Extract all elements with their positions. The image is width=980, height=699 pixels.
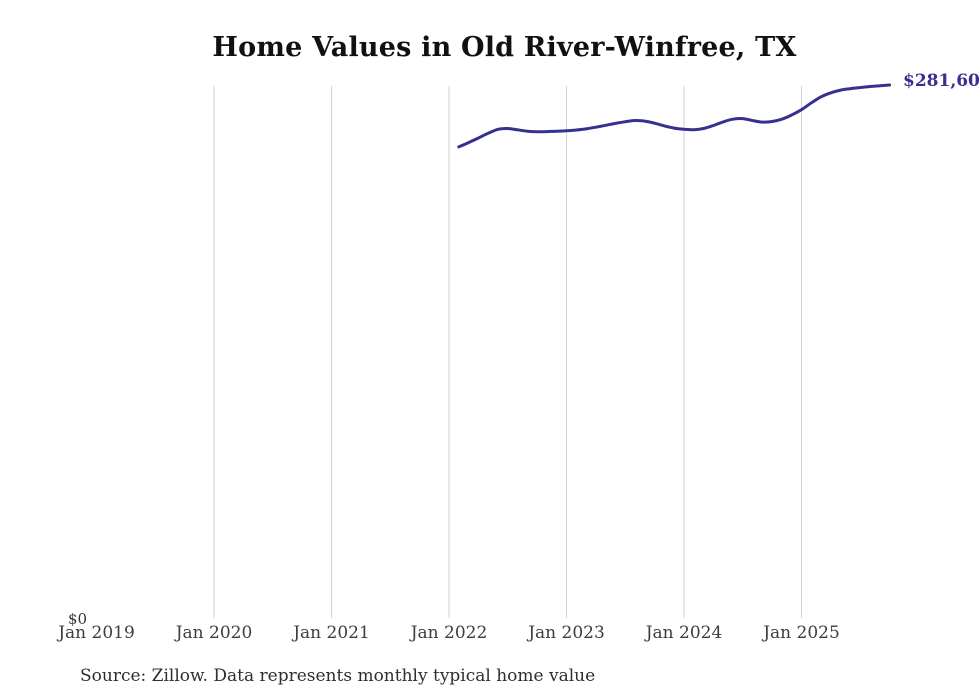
x-axis-label-2022-01: Jan 2022: [410, 623, 488, 643]
x-axis-label-2020-01: Jan 2020: [175, 623, 253, 643]
home-value-line: [457, 83, 892, 149]
x-axis-label-2021-01: Jan 2021: [293, 623, 370, 643]
y-axis-zero-label: $0: [68, 610, 88, 628]
x-axis-label-2019-01: Jan 2019: [58, 623, 135, 643]
x-axis-label-2023-01: Jan 2023: [528, 623, 605, 643]
latest-value-label: $281,607: [903, 71, 980, 91]
chart-title: Home Values in Old River-Winfree, TX: [212, 32, 797, 63]
x-axis-label-2025-01: Jan 2025: [763, 623, 840, 643]
x-axis-label-2024-01: Jan 2024: [645, 623, 723, 643]
source-note: Source: Zillow. Data represents monthly …: [80, 666, 596, 686]
